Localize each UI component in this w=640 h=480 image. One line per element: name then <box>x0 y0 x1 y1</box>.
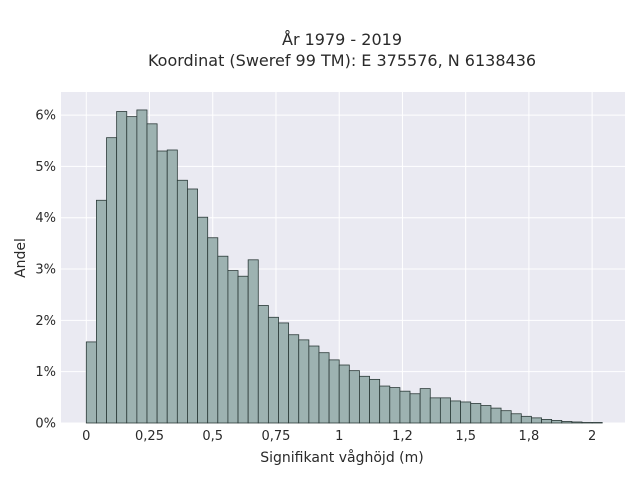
x-tick-label: 0 <box>82 429 90 444</box>
histogram-bar <box>197 216 209 424</box>
x-tick-label: 0,5 <box>202 429 223 444</box>
histogram-bar <box>348 370 360 424</box>
histogram-bar <box>571 421 583 424</box>
histogram-bar <box>156 150 168 424</box>
histogram-bar <box>85 341 97 424</box>
histogram-bar <box>581 422 593 424</box>
y-tick-label: 3% <box>35 263 56 278</box>
histogram-bar <box>379 385 391 424</box>
histogram-bar <box>298 339 310 424</box>
x-tick-label: 1 <box>335 429 343 444</box>
histogram-bar <box>450 400 462 424</box>
y-axis-title: Andel <box>13 238 29 278</box>
histogram-bar <box>439 397 451 424</box>
histogram-bar <box>217 255 229 424</box>
histogram-bar <box>490 407 502 424</box>
y-tick-label: 4% <box>35 211 56 226</box>
histogram-bar <box>470 403 482 424</box>
y-tick-label: 0% <box>35 417 56 432</box>
histogram-bar <box>561 421 573 424</box>
x-tick-label: 1,5 <box>455 429 476 444</box>
chart-title-line-1: År 1979 - 2019 <box>282 30 402 49</box>
histogram-bar <box>308 345 320 424</box>
histogram-bar <box>389 387 401 424</box>
x-tick-label: 1,8 <box>519 429 540 444</box>
histogram-bar <box>531 417 542 424</box>
histogram-bar <box>500 410 512 424</box>
histogram-bar <box>136 109 148 424</box>
histogram-bar <box>247 259 259 424</box>
histogram-bar <box>409 393 421 424</box>
x-tick-label: 2 <box>588 429 596 444</box>
histogram-bar <box>429 397 441 424</box>
histogram-bar <box>176 179 188 424</box>
x-tick-label: 0,25 <box>135 429 164 444</box>
histogram-bar <box>96 199 107 424</box>
x-tick-label: 1,2 <box>392 429 413 444</box>
histogram-bar <box>278 322 290 424</box>
histogram-bar <box>359 375 370 424</box>
histogram-bar <box>460 401 472 424</box>
histogram-bar <box>227 270 239 424</box>
histogram-bar <box>419 388 431 424</box>
histogram-bar <box>146 123 158 424</box>
histogram-bar <box>328 359 340 424</box>
histogram-bar <box>338 364 350 424</box>
x-tick-label: 0,75 <box>262 429 291 444</box>
y-tick-label: 5% <box>35 160 56 175</box>
histogram-bar <box>187 188 198 424</box>
histogram-bar <box>166 149 178 424</box>
histogram-bar <box>510 413 522 424</box>
histogram-bar <box>318 352 330 424</box>
histogram-bar <box>288 334 300 424</box>
tick-labels: 0 0,25 0,5 0,75 1 1,2 1,5 1,8 2 0% 1% 2% 3% 4% 5% 6% <box>35 109 596 444</box>
histogram-bar <box>106 137 118 424</box>
histogram-bar <box>257 305 269 424</box>
histogram-bar <box>207 237 219 424</box>
y-tick-label: 6% <box>35 109 56 124</box>
histogram-bar <box>551 420 563 424</box>
histogram-bar <box>520 415 532 424</box>
histogram-bar <box>399 390 411 424</box>
histogram-bar <box>116 111 128 424</box>
x-axis-title: Signifikant våghöjd (m) <box>260 449 423 466</box>
histogram-bar <box>369 378 381 424</box>
chart-title-line-2: Koordinat (Sweref 99 TM): E 375576, N 61… <box>148 51 536 70</box>
histogram-bar <box>267 316 279 424</box>
histogram-bar <box>126 116 138 424</box>
histogram-bar <box>541 419 553 424</box>
histogram-bar <box>591 422 603 424</box>
bars-group <box>85 109 603 424</box>
histogram-bar <box>480 405 492 424</box>
histogram-bar <box>237 275 249 424</box>
y-tick-label: 1% <box>35 365 56 380</box>
y-tick-label: 2% <box>35 314 56 329</box>
